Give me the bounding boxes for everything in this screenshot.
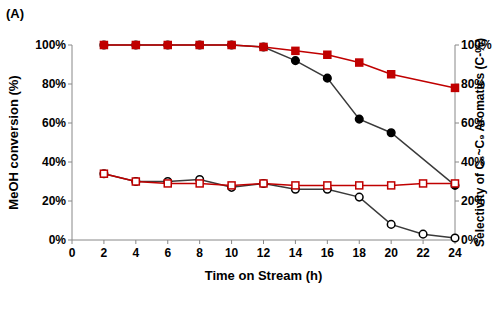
marker	[451, 234, 459, 242]
x-tick-label: 22	[416, 246, 430, 260]
x-tick	[423, 240, 424, 244]
chart: (A)0246810121416182022240%20%40%60%80%10…	[0, 0, 493, 316]
marker	[132, 42, 139, 49]
x-tick-label: 18	[353, 246, 367, 260]
y-tick	[68, 240, 72, 241]
marker	[228, 42, 235, 49]
x-tick-label: 10	[225, 246, 239, 260]
x-axis-title: Time on Stream (h)	[205, 268, 323, 283]
x-tick-label: 14	[289, 246, 303, 260]
marker	[292, 47, 299, 54]
y-tick-label: 20%	[42, 194, 66, 208]
series-line	[104, 174, 455, 238]
y-tick	[68, 162, 72, 163]
marker	[164, 41, 172, 49]
y-tick	[68, 201, 72, 202]
title: (A)	[6, 6, 24, 21]
y2-axis-title: Selectivity of C₆~C₉ Aromatics (C-%)	[473, 38, 487, 247]
marker	[132, 178, 139, 185]
marker	[260, 180, 268, 188]
x-tick	[167, 240, 168, 244]
marker	[452, 180, 459, 187]
marker	[324, 182, 331, 189]
x-tick	[135, 240, 136, 244]
x-tick	[327, 240, 328, 244]
x-tick	[72, 240, 73, 244]
plot-area	[100, 41, 459, 242]
x-tick-label: 16	[321, 246, 335, 260]
marker	[100, 170, 108, 178]
marker	[420, 180, 427, 187]
y-tick-label: 100%	[35, 38, 66, 52]
x-tick	[359, 240, 360, 244]
marker	[132, 178, 140, 186]
marker	[100, 41, 108, 49]
y-tick	[68, 123, 72, 124]
x-tick-label: 4	[132, 246, 139, 260]
marker	[196, 42, 203, 49]
y2-tick	[455, 201, 459, 202]
y2-axis-line	[455, 45, 456, 240]
x-tick-label: 2	[101, 246, 108, 260]
marker	[324, 51, 331, 58]
marker	[387, 221, 395, 229]
marker	[196, 180, 203, 187]
x-tick	[295, 240, 296, 244]
y-tick-label: 40%	[42, 155, 66, 169]
marker	[260, 43, 267, 50]
marker	[355, 115, 363, 123]
y-tick-label: 0%	[49, 233, 67, 247]
x-tick	[263, 240, 264, 244]
y2-tick	[455, 45, 459, 46]
marker	[132, 41, 140, 49]
marker	[164, 180, 171, 187]
series-line	[104, 45, 455, 185]
marker	[356, 182, 363, 189]
y2-tick	[455, 123, 459, 124]
y-tick	[68, 84, 72, 85]
marker	[100, 170, 107, 177]
x-tick	[199, 240, 200, 244]
x-tick-label: 0	[69, 246, 76, 260]
y-axis-line	[72, 45, 73, 240]
x-tick	[103, 240, 104, 244]
y-tick	[68, 45, 72, 46]
x-tick-label: 20	[384, 246, 398, 260]
y-axis-title: MeOH conversion (%)	[6, 75, 21, 209]
marker	[228, 41, 236, 49]
marker	[388, 71, 395, 78]
series-line	[104, 174, 455, 186]
marker	[100, 42, 107, 49]
x-tick-label: 8	[196, 246, 203, 260]
marker	[292, 57, 300, 65]
y-tick-label: 80%	[42, 77, 66, 91]
y2-tick	[455, 162, 459, 163]
x-tick-label: 12	[257, 246, 271, 260]
x-tick	[231, 240, 232, 244]
marker	[164, 42, 171, 49]
marker	[452, 84, 459, 91]
marker	[324, 74, 332, 82]
marker	[419, 230, 427, 238]
series-line	[104, 45, 455, 88]
marker	[196, 41, 204, 49]
marker	[387, 129, 395, 137]
y-tick-label: 60%	[42, 116, 66, 130]
x-tick-label: 6	[164, 246, 171, 260]
marker	[292, 182, 299, 189]
marker	[388, 182, 395, 189]
x-tick	[391, 240, 392, 244]
marker	[260, 43, 268, 51]
marker	[260, 180, 267, 187]
marker	[355, 193, 363, 201]
marker	[356, 59, 363, 66]
x-tick-label: 24	[448, 246, 462, 260]
marker	[228, 182, 235, 189]
